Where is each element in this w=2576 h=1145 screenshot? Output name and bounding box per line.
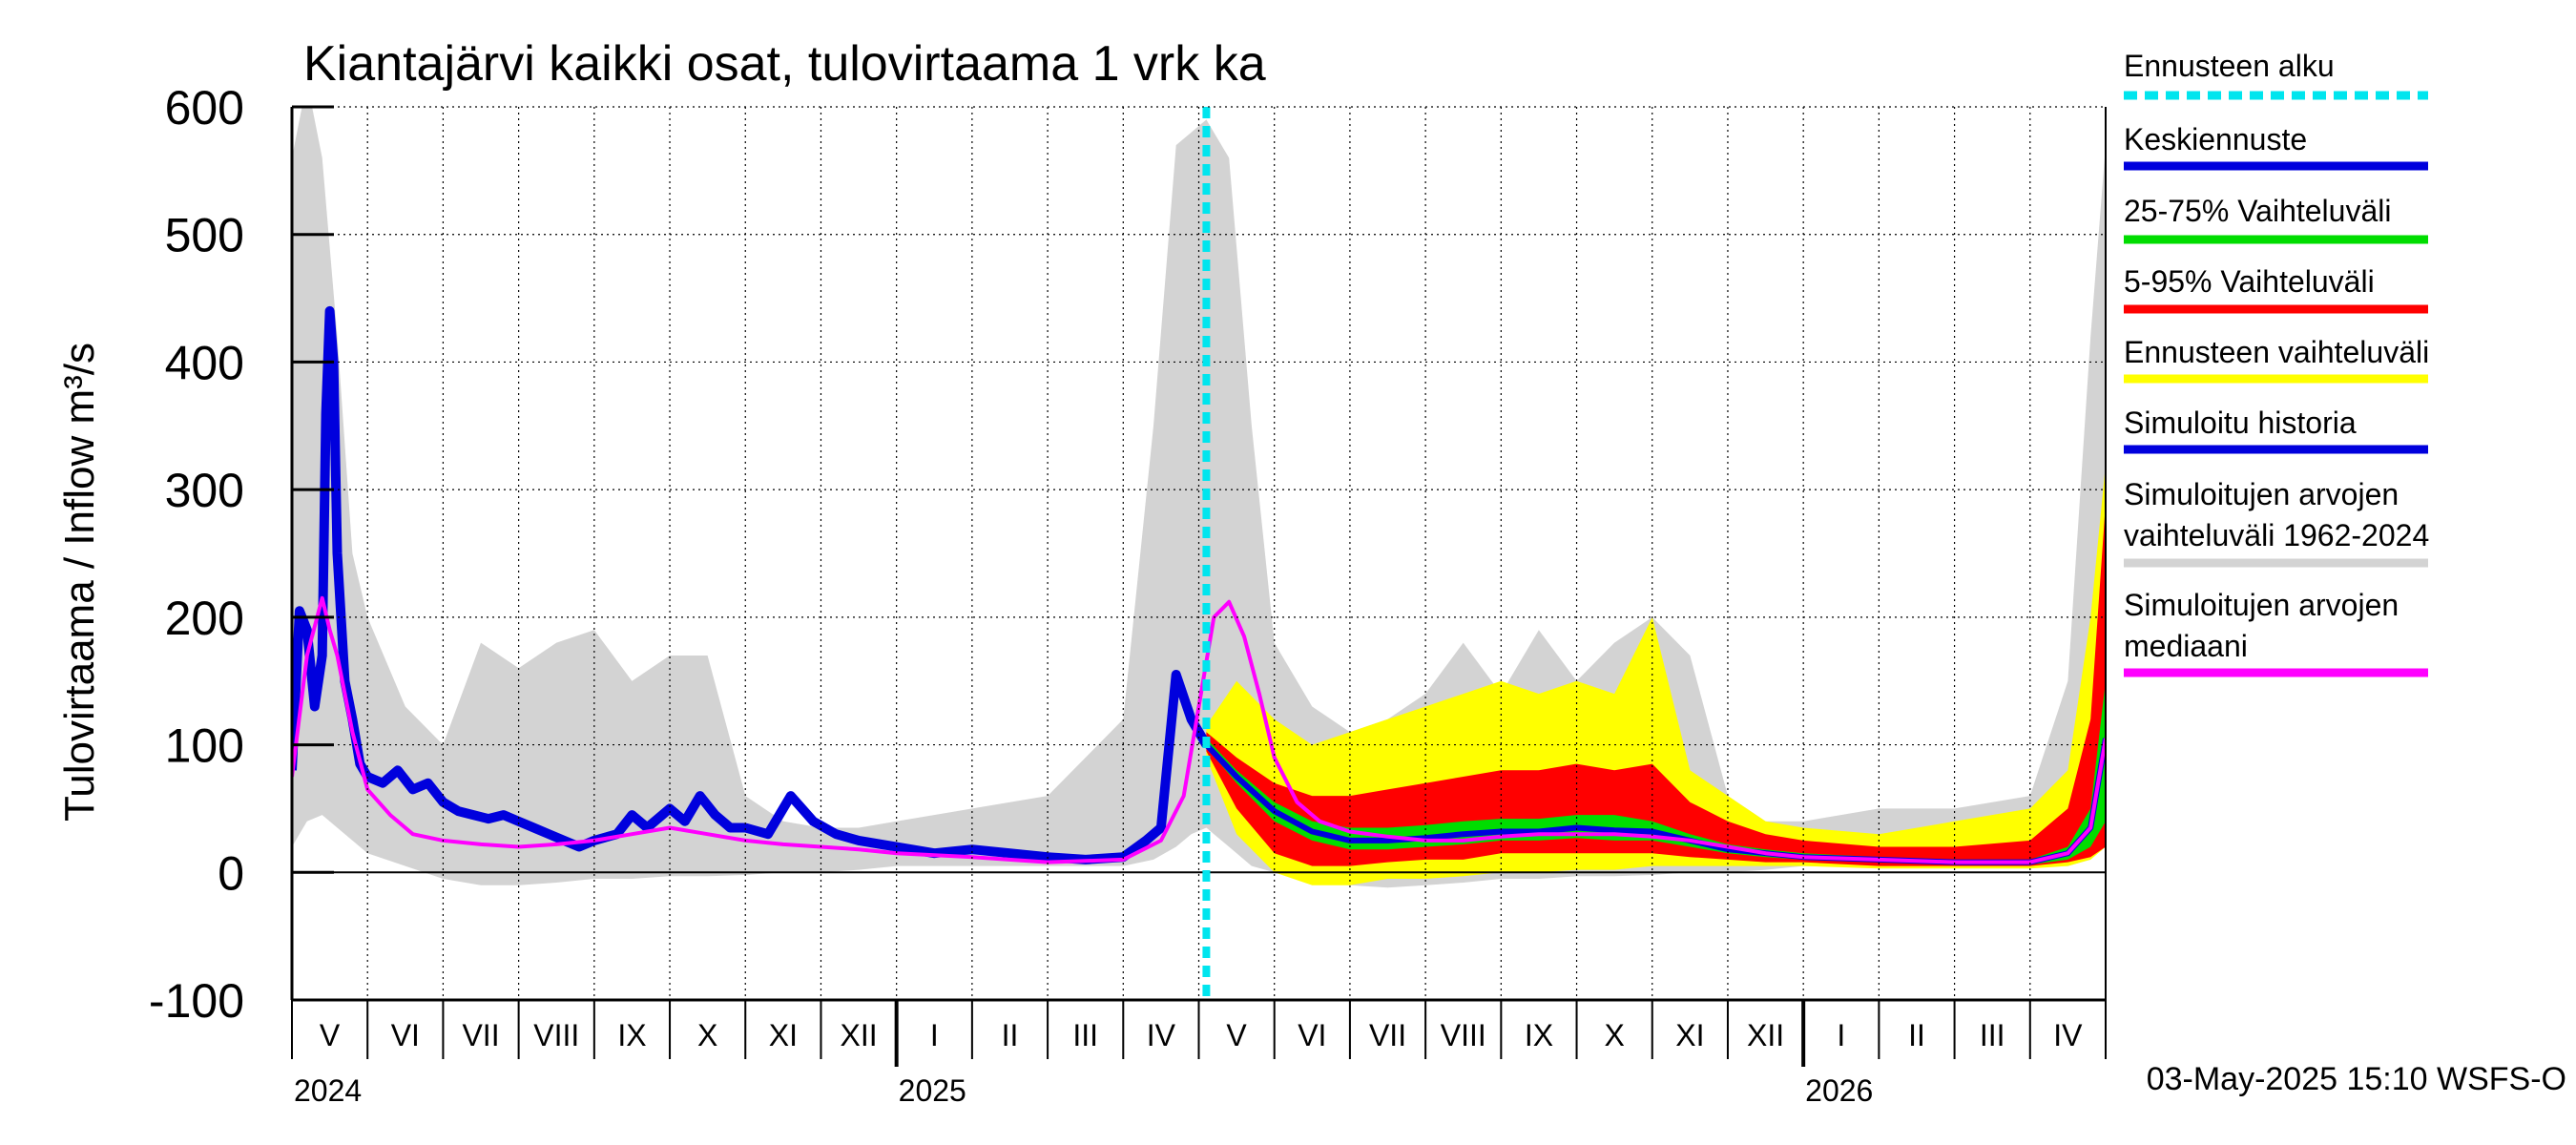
- legend-label: Ennusteen alku: [2124, 49, 2335, 83]
- footer-timestamp: 03-May-2025 15:10 WSFS-O: [2147, 1061, 2566, 1097]
- y-tick-label: 500: [165, 209, 244, 262]
- x-tick-label: IV: [2053, 1018, 2083, 1052]
- legend-label-line2: vaihteluväli 1962-2024: [2124, 518, 2429, 552]
- x-tick-label: XII: [1747, 1018, 1784, 1052]
- y-tick-label: 200: [165, 592, 244, 645]
- legend-label: 5-95% Vaihteluväli: [2124, 264, 2375, 299]
- x-tick-label: III: [1980, 1018, 2005, 1052]
- legend-label: 25-75% Vaihteluväli: [2124, 194, 2391, 228]
- year-label: 2025: [899, 1073, 966, 1108]
- legend-label: Simuloitujen arvojen: [2124, 588, 2399, 622]
- year-label: 2026: [1805, 1073, 1873, 1108]
- x-tick-label: I: [930, 1018, 939, 1052]
- y-tick-label: 300: [165, 464, 244, 517]
- legend-label: Ennusteen vaihteluväli: [2124, 335, 2429, 369]
- x-tick-label: IX: [1525, 1018, 1553, 1052]
- legend-label: Keskiennuste: [2124, 122, 2307, 156]
- x-tick-label: II: [1908, 1018, 1925, 1052]
- x-tick-label: II: [1002, 1018, 1019, 1052]
- year-label: 2024: [294, 1073, 362, 1108]
- y-axis-label: Tulovirtaama / Inflow m³/s: [56, 343, 103, 822]
- y-tick-label: -100: [149, 974, 244, 1028]
- chart-title: Kiantajärvi kaikki osat, tulovirtaama 1 …: [303, 36, 1266, 92]
- x-tick-label: V: [320, 1018, 341, 1052]
- x-tick-label: IX: [617, 1018, 646, 1052]
- x-tick-label: VII: [1369, 1018, 1406, 1052]
- x-tick-label: VI: [1298, 1018, 1326, 1052]
- x-tick-label: VI: [391, 1018, 420, 1052]
- x-tick-label: I: [1837, 1018, 1845, 1052]
- x-tick-label: V: [1226, 1018, 1247, 1052]
- x-tick-label: VIII: [533, 1018, 579, 1052]
- x-tick-label: IV: [1147, 1018, 1176, 1052]
- x-tick-label: X: [1604, 1018, 1624, 1052]
- x-tick-label: III: [1072, 1018, 1098, 1052]
- x-tick-label: VIII: [1441, 1018, 1486, 1052]
- series-forecast-range-band: [1206, 464, 2106, 885]
- y-tick-label: 0: [218, 846, 244, 900]
- y-tick-label: 600: [165, 81, 244, 135]
- x-tick-label: X: [697, 1018, 717, 1052]
- legend-label: Simuloitu historia: [2124, 406, 2357, 440]
- x-tick-label: XI: [769, 1018, 798, 1052]
- legend: Ennusteen alku Keskiennuste 25-75% Vaihtel…: [2124, 49, 2429, 677]
- x-tick-label: XI: [1675, 1018, 1704, 1052]
- series-25-75-band: [1206, 680, 2106, 865]
- x-tick-label: VII: [462, 1018, 499, 1052]
- series-median-line: [292, 595, 2106, 864]
- legend-label-line2: mediaani: [2124, 629, 2248, 663]
- y-tick-label: 100: [165, 719, 244, 773]
- x-tick-label: XII: [841, 1018, 878, 1052]
- y-tick-label: 400: [165, 336, 244, 389]
- legend-label: Simuloitujen arvojen: [2124, 477, 2399, 511]
